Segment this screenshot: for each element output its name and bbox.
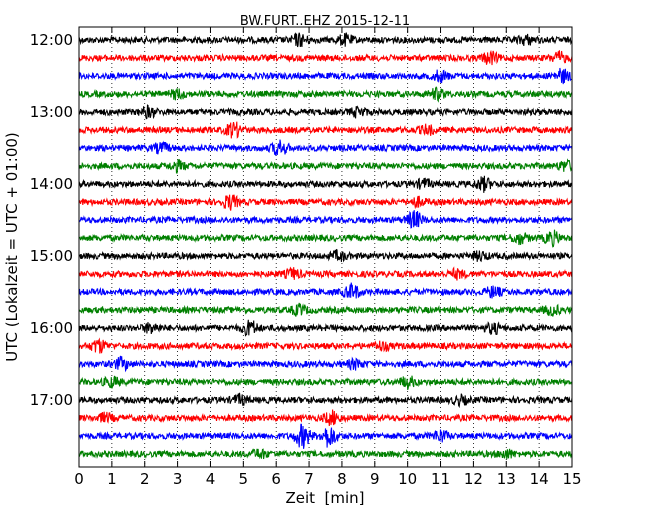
trace-1430 bbox=[78, 210, 573, 229]
x-tick-label: 3 bbox=[173, 470, 183, 488]
x-axis-tick-labels: 0 1 2 3 4 5 6 7 8 9 10 11 12 13 14 15 bbox=[74, 470, 581, 488]
trace-1615 bbox=[78, 337, 573, 354]
trace-1230 bbox=[78, 67, 573, 85]
trace-1715 bbox=[78, 409, 573, 427]
x-tick-label: 8 bbox=[337, 470, 347, 488]
y-tick-label: 14:00 bbox=[30, 175, 73, 193]
trace-1530 bbox=[78, 282, 573, 299]
trace-1600 bbox=[78, 319, 573, 337]
x-tick-label: 5 bbox=[239, 470, 249, 488]
trace-1745 bbox=[78, 448, 573, 460]
trace-1645 bbox=[78, 375, 573, 391]
trace-1630 bbox=[78, 355, 573, 373]
trace-1515 bbox=[78, 266, 573, 281]
x-tick-label: 10 bbox=[398, 470, 417, 488]
x-axis-label: Zeit [min] bbox=[285, 489, 364, 507]
trace-1215 bbox=[78, 49, 573, 66]
trace-1200 bbox=[78, 32, 573, 48]
trace-1730 bbox=[78, 423, 573, 449]
trace-1415 bbox=[78, 194, 573, 211]
y-tick-label: 13:00 bbox=[30, 103, 73, 121]
y-tick-label: 12:00 bbox=[30, 31, 73, 49]
x-tick-label: 7 bbox=[304, 470, 314, 488]
y-tick-label: 15:00 bbox=[30, 247, 73, 265]
plot-area bbox=[78, 26, 573, 468]
trace-1330 bbox=[78, 139, 573, 156]
trace-1245 bbox=[78, 86, 573, 103]
trace-1700 bbox=[78, 392, 573, 409]
plot-frame bbox=[78, 26, 573, 468]
x-tick-label: 6 bbox=[271, 470, 281, 488]
axis-ticks bbox=[78, 27, 573, 467]
x-tick-label: 9 bbox=[370, 470, 380, 488]
x-tick-label: 0 bbox=[74, 470, 84, 488]
y-tick-label: 17:00 bbox=[30, 391, 73, 409]
x-tick-label: 13 bbox=[497, 470, 516, 488]
chart-title: BW.FURT..EHZ 2015-12-11 bbox=[240, 14, 410, 29]
trace-1545 bbox=[78, 302, 573, 317]
x-tick-label: 14 bbox=[530, 470, 549, 488]
y-axis-label: UTC (Lokalzeit = UTC + 01:00) bbox=[3, 132, 21, 362]
x-tick-label: 15 bbox=[562, 470, 581, 488]
trace-1300 bbox=[78, 104, 573, 120]
y-tick-label: 16:00 bbox=[30, 319, 73, 337]
x-tick-label: 11 bbox=[431, 470, 450, 488]
grid-lines bbox=[111, 27, 540, 467]
x-tick-label: 1 bbox=[107, 470, 117, 488]
x-tick-label: 12 bbox=[464, 470, 483, 488]
trace-1400 bbox=[78, 175, 573, 193]
x-tick-label: 2 bbox=[140, 470, 150, 488]
trace-1445 bbox=[78, 229, 573, 248]
trace-layer bbox=[78, 32, 573, 460]
trace-1315 bbox=[78, 121, 573, 139]
trace-1500 bbox=[78, 248, 573, 263]
x-tick-label: 4 bbox=[206, 470, 216, 488]
y-axis-tick-labels: 12:00 13:00 14:00 15:00 16:00 17:00 bbox=[30, 31, 73, 409]
trace-1345 bbox=[78, 158, 573, 174]
